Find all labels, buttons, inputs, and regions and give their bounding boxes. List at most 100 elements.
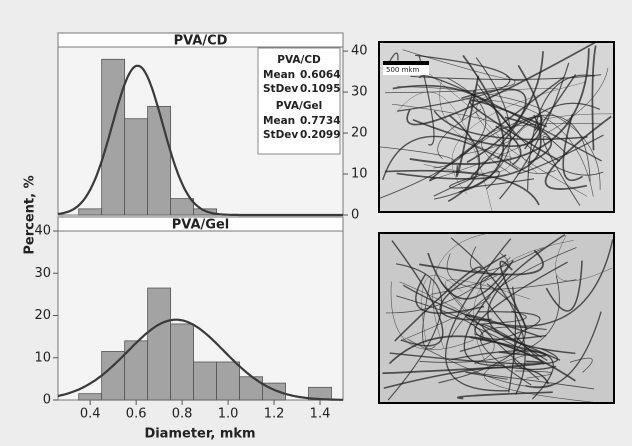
fiber xyxy=(412,64,543,147)
fiber xyxy=(407,338,553,388)
y-tick-label: 40 xyxy=(34,224,51,239)
legend-value: 0.7734 xyxy=(300,115,341,127)
fiber xyxy=(470,246,544,272)
fiber xyxy=(397,86,601,190)
x-tick-label: 0.4 xyxy=(80,407,101,422)
fiber xyxy=(508,286,517,393)
fiber xyxy=(479,326,547,386)
bar xyxy=(78,393,103,401)
y-tick-label: 0 xyxy=(351,208,359,223)
fiber xyxy=(459,54,505,193)
legend-label: StDev xyxy=(263,83,298,95)
fit-curve xyxy=(57,318,343,401)
fiber xyxy=(439,254,507,321)
fiber xyxy=(461,88,527,178)
bar xyxy=(239,376,263,401)
fiber xyxy=(429,76,565,182)
fiber xyxy=(379,146,455,169)
bar xyxy=(78,208,103,216)
fiber xyxy=(569,357,593,373)
legend-label: Mean xyxy=(263,115,295,127)
fiber xyxy=(415,63,511,174)
fiber xyxy=(525,311,602,389)
fiber xyxy=(419,275,560,363)
legend-label: Mean xyxy=(263,69,295,81)
fiber xyxy=(450,237,526,395)
y-tick-label: 30 xyxy=(351,85,368,100)
fiber xyxy=(499,62,570,200)
fiber xyxy=(449,176,535,189)
fiber xyxy=(517,134,604,175)
fit-curve xyxy=(57,64,343,217)
y-tick-label: 10 xyxy=(351,167,368,182)
fiber xyxy=(402,239,614,327)
fiber xyxy=(464,314,561,361)
panel-title: PVA/CD xyxy=(174,34,228,49)
fiber xyxy=(391,240,444,347)
fiber xyxy=(410,74,602,80)
fiber xyxy=(387,263,443,401)
y-tick-label: 20 xyxy=(34,308,51,323)
image-frame xyxy=(378,41,615,213)
legend-title: PVA/Gel xyxy=(276,100,322,112)
legend-label: StDev xyxy=(263,129,298,141)
x-tick-label: 1.0 xyxy=(218,407,239,422)
bar xyxy=(193,361,217,401)
x-tick-label: 0.6 xyxy=(126,407,147,422)
y-axis-label: Percent, % xyxy=(23,175,38,254)
legend xyxy=(257,47,341,155)
bar xyxy=(124,118,149,216)
fiber xyxy=(545,260,583,312)
fiber xyxy=(524,74,577,150)
scale-bar-bg xyxy=(383,65,429,75)
fiber xyxy=(383,366,549,389)
fiber xyxy=(447,114,481,203)
scale-bar xyxy=(383,61,429,65)
micrograph xyxy=(378,232,615,404)
fiber xyxy=(506,158,556,174)
bar xyxy=(101,58,126,216)
fiber xyxy=(497,102,601,160)
fiber xyxy=(431,253,509,295)
fiber xyxy=(544,115,612,190)
y-tick-label: 40 xyxy=(351,44,368,59)
fiber xyxy=(422,279,436,350)
fiber xyxy=(450,247,577,338)
image-frame xyxy=(378,232,615,404)
fiber xyxy=(455,75,480,178)
legend-value: 0.2099 xyxy=(300,129,341,141)
fiber xyxy=(394,266,482,342)
fiber xyxy=(382,135,519,181)
fiber xyxy=(438,283,527,384)
fiber xyxy=(459,311,541,353)
fiber xyxy=(516,113,613,174)
fiber xyxy=(391,103,515,156)
fiber xyxy=(427,252,514,300)
fiber xyxy=(397,54,511,112)
fiber xyxy=(409,48,590,165)
bar xyxy=(170,198,195,216)
panel-title: PVA/Gel xyxy=(172,218,229,233)
x-tick-label: 1.2 xyxy=(264,407,285,422)
panel-header xyxy=(57,216,344,232)
fiber xyxy=(512,330,557,371)
fiber xyxy=(476,88,588,197)
fiber xyxy=(419,249,544,276)
fiber xyxy=(415,273,485,314)
fiber xyxy=(384,169,540,206)
legend-value: 0.6064 xyxy=(300,69,341,81)
fiber xyxy=(406,41,596,126)
bar xyxy=(170,323,195,401)
fiber xyxy=(446,253,577,290)
fiber xyxy=(591,45,597,151)
y-tick-label: 10 xyxy=(34,350,51,365)
fiber xyxy=(399,281,495,365)
fiber xyxy=(390,281,475,350)
x-tick-label: 0.8 xyxy=(172,407,193,422)
fiber xyxy=(396,91,493,211)
fiber xyxy=(555,234,613,282)
y-tick-label: 0 xyxy=(43,393,51,408)
fiber xyxy=(382,360,543,375)
